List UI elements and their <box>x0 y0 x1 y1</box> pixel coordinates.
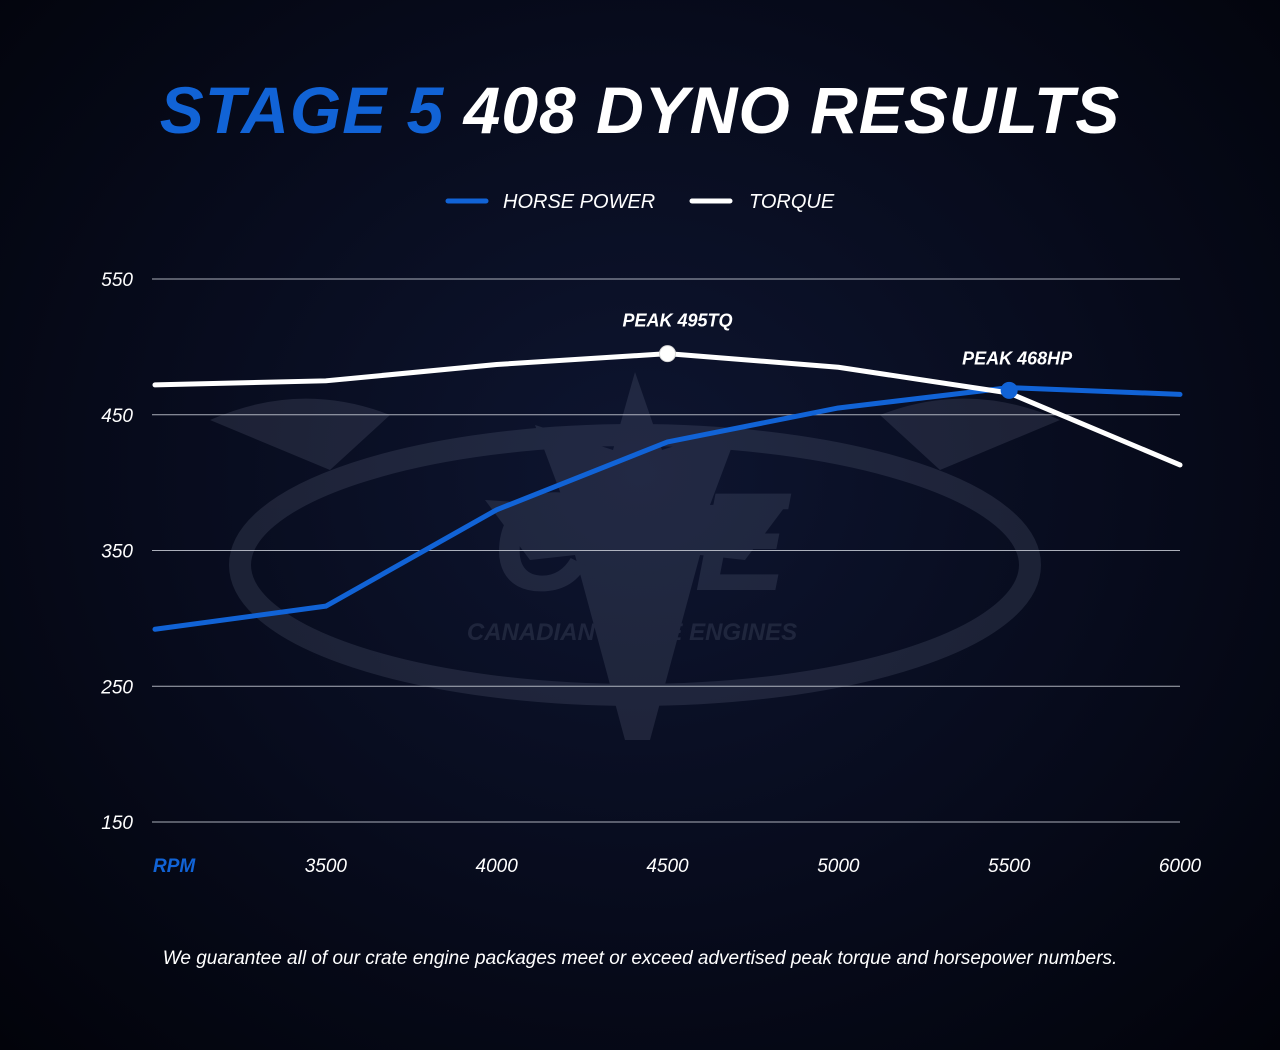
watermark-logo-text: CCE <box>492 463 791 620</box>
y-tick-label: 550 <box>101 270 133 291</box>
y-tick-label: 150 <box>101 813 133 834</box>
torque-legend-label: TORQUE <box>749 191 835 213</box>
x-tick-label: 4000 <box>476 856 519 877</box>
peak-marker <box>1001 382 1017 398</box>
x-tick-label: 4500 <box>646 856 689 877</box>
y-tick-label: 350 <box>101 542 133 563</box>
x-tick-label: 3500 <box>305 856 348 877</box>
horsepower-legend-label: HORSE POWER <box>503 191 655 213</box>
guarantee-footnote: We guarantee all of our crate engine pac… <box>0 946 1280 972</box>
x-tick-label: 5000 <box>817 856 860 877</box>
x-tick-label: 5500 <box>988 856 1031 877</box>
watermark-subtitle: CANADIAN CRATE ENGINES <box>467 619 797 646</box>
cce-watermark-logo: CCE CANADIAN CRATE ENGINES <box>210 372 1060 740</box>
y-axis-ticks: 550 450 350 250 150 <box>100 270 133 834</box>
peak-label: PEAK 468HP <box>962 348 1073 368</box>
x-tick-label: 6000 <box>1159 856 1202 877</box>
legend: HORSE POWER TORQUE <box>448 191 835 213</box>
y-tick-label: 450 <box>101 406 133 427</box>
peak-marker <box>660 346 676 362</box>
x-axis-label: RPM <box>153 856 196 877</box>
peak-label: PEAK 495TQ <box>622 311 732 331</box>
x-axis-ticks: RPM 3500 4000 4500 5000 5500 6000 <box>153 856 1202 877</box>
y-tick-label: 250 <box>100 677 133 698</box>
